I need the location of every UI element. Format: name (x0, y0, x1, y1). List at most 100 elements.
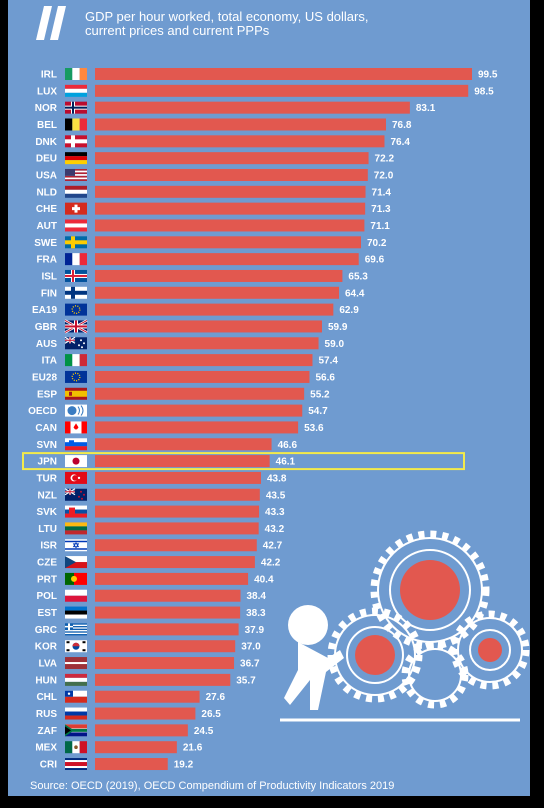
country-flag-icon (65, 387, 87, 400)
bar (95, 741, 177, 754)
country-flag-icon (65, 623, 87, 636)
value-label: 43.8 (267, 473, 287, 484)
category-label: BEL (37, 120, 57, 131)
country-flag-icon (65, 185, 87, 198)
category-label: NLD (36, 187, 57, 198)
bar (95, 84, 469, 97)
category-label: USA (36, 170, 57, 181)
bar (95, 303, 334, 316)
country-flag-icon (65, 286, 87, 299)
bar (95, 337, 319, 350)
value-label: 43.2 (265, 524, 285, 535)
bar (95, 269, 343, 282)
value-label: 98.5 (474, 86, 494, 97)
category-label: FRA (36, 255, 57, 266)
category-label: CAN (35, 423, 57, 434)
value-label: 27.6 (206, 692, 226, 703)
value-label: 72.0 (374, 170, 394, 181)
country-flag-icon (65, 455, 87, 468)
category-label: OECD (28, 406, 57, 417)
value-label: 46.6 (278, 440, 298, 451)
country-flag-icon (65, 152, 87, 165)
country-flag-icon (65, 690, 87, 703)
country-flag-icon (65, 84, 87, 97)
category-label: CRI (40, 760, 57, 771)
country-flag-icon (65, 118, 87, 131)
category-label: TUR (36, 473, 57, 484)
country-flag-icon (65, 101, 87, 114)
highlight-box (22, 452, 465, 471)
category-label: FIN (41, 288, 57, 299)
bar (95, 421, 299, 434)
country-flag-icon (65, 572, 87, 585)
category-label: EST (38, 608, 57, 619)
value-label: 71.4 (372, 187, 392, 198)
category-label: ESP (37, 389, 57, 400)
value-label: 69.6 (365, 255, 385, 266)
country-flag-icon (65, 438, 87, 451)
category-label: RUS (36, 709, 57, 720)
bar (95, 253, 359, 266)
bar (95, 657, 235, 670)
country-flag-icon (65, 370, 87, 383)
bar (95, 758, 168, 771)
category-label: DEU (36, 154, 57, 165)
country-flag-icon (65, 269, 87, 282)
value-label: 40.4 (254, 574, 274, 585)
country-flag-icon (65, 219, 87, 232)
country-flag-icon (65, 253, 87, 266)
value-label: 43.3 (265, 507, 285, 518)
country-flag-icon (65, 471, 87, 484)
category-label: JPN (38, 457, 57, 468)
country-flag-icon (65, 505, 87, 518)
gears-illustration (280, 530, 530, 722)
value-label: 36.7 (240, 659, 260, 670)
value-label: 71.3 (371, 204, 391, 215)
category-label: MEX (35, 743, 57, 754)
value-label: 53.6 (304, 423, 324, 434)
category-label: NZL (38, 490, 57, 501)
country-flag-icon (65, 539, 87, 552)
bar (95, 185, 366, 198)
bar (95, 488, 260, 501)
value-label: 37.9 (245, 625, 265, 636)
country-flag-icon (65, 168, 87, 181)
value-label: 59.0 (325, 339, 345, 350)
country-flag-icon (65, 724, 87, 737)
bar (95, 354, 313, 367)
bar (95, 556, 255, 569)
country-flag-icon (65, 758, 87, 771)
bar (95, 724, 188, 737)
country-flag-icon (65, 556, 87, 569)
value-label: 19.2 (174, 760, 194, 771)
bar (95, 168, 368, 181)
category-label: NOR (35, 103, 58, 114)
country-flag-icon (65, 606, 87, 619)
value-label: 55.2 (310, 389, 330, 400)
category-label: CZE (37, 558, 57, 569)
value-label: 54.7 (308, 406, 328, 417)
bar (95, 589, 241, 602)
value-label: 99.5 (478, 70, 498, 81)
bar (95, 118, 386, 131)
category-label: ITA (42, 356, 57, 367)
value-label: 21.6 (183, 743, 203, 754)
bar (95, 387, 305, 400)
country-flag-icon (65, 354, 87, 367)
country-flag-icon (64, 336, 87, 350)
category-label: IRL (41, 70, 57, 81)
category-label: PRT (37, 574, 57, 585)
category-label: LTU (38, 524, 57, 535)
country-flag-icon (65, 68, 87, 80)
country-flag-icon (65, 741, 87, 754)
bar (95, 673, 231, 686)
country-flag-icon (64, 319, 88, 334)
value-label: 56.6 (315, 372, 335, 383)
country-flag-icon (64, 488, 87, 501)
category-label: SWE (34, 238, 57, 249)
value-label: 64.4 (345, 288, 365, 299)
category-label: SVN (36, 440, 57, 451)
bar (95, 236, 361, 249)
source-note: Source: OECD (2019), OECD Compendium of … (30, 780, 395, 792)
category-label: KOR (35, 642, 58, 653)
